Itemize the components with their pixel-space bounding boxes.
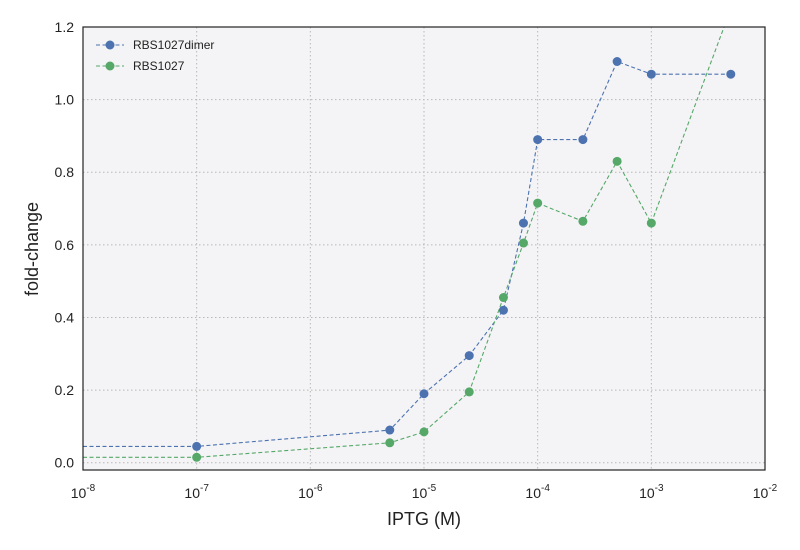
y-axis-label: fold-change [22,202,42,296]
y-tick-label: 0.6 [55,237,75,253]
data-point [518,218,528,228]
data-point [385,438,395,448]
data-point [192,441,202,451]
data-point [518,238,528,248]
y-tick-label: 1.0 [55,92,75,108]
y-tick-label: 0.0 [55,455,75,471]
series-lines [83,27,731,458]
data-point [533,135,543,145]
data-point [646,218,656,228]
series-line [83,60,731,447]
x-tick-label: 10-3 [639,483,664,501]
data-point [726,69,736,79]
y-tick-label: 1.2 [55,19,75,35]
y-tick-label: 0.8 [55,164,75,180]
x-tick-label: 10-4 [525,483,550,501]
legend: RBS1027dimer RBS1027 [96,38,214,73]
data-point [612,56,622,66]
y-tick-label: 0.4 [55,309,75,325]
data-point [646,69,656,79]
data-point [498,305,508,315]
x-tick-label: 10-6 [298,483,323,501]
x-tick-label: 10-7 [184,483,209,501]
series-points [192,56,736,462]
data-point [498,293,508,303]
data-point [578,135,588,145]
x-tick-label: 10-8 [71,483,96,501]
x-axis-ticks: 10-8 10-7 10-6 10-5 10-4 10-3 10-2 [71,483,778,501]
legend-label: RBS1027 [133,59,185,73]
legend-marker [105,40,115,50]
legend-label: RBS1027dimer [133,38,214,52]
series-line [83,27,725,458]
plot-frame [82,26,766,471]
data-point [385,425,395,435]
x-tick-label: 10-2 [753,483,778,501]
data-point [419,389,429,399]
x-tick-label: 10-5 [412,483,437,501]
y-axis-ticks: 0.0 0.2 0.4 0.6 0.8 1.0 1.2 [55,19,75,471]
grid-lines [83,27,765,470]
data-point [612,156,622,166]
data-point [419,427,429,437]
legend-marker [105,61,115,71]
y-tick-label: 0.2 [55,382,75,398]
data-point [192,452,202,462]
data-point [464,351,474,361]
data-point [464,387,474,397]
data-point [578,216,588,226]
x-axis-label: IPTG (M) [387,509,461,529]
data-point [533,198,543,208]
